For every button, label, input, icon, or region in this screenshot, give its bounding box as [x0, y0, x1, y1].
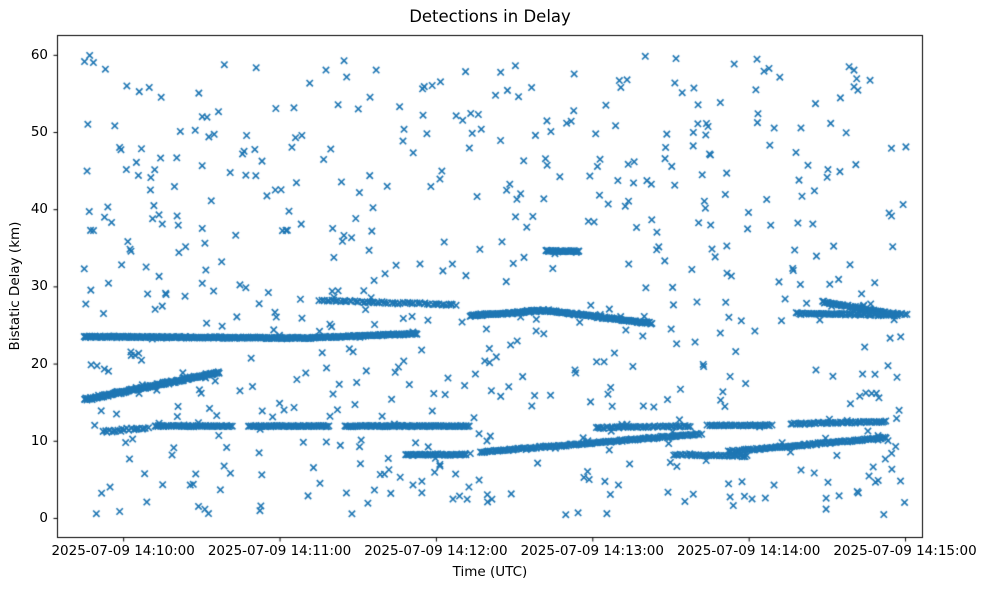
x-tick-label: 2025-07-09 14:10:00 — [51, 543, 195, 559]
x-axis-label: Time (UTC) — [452, 564, 528, 580]
y-tick-label: 30 — [30, 278, 48, 295]
x-tick-label: 2025-07-09 14:14:00 — [676, 543, 821, 559]
x-tick-label: 2025-07-09 14:11:00 — [207, 543, 352, 559]
y-tick-label: 0 — [39, 509, 48, 526]
y-tick-label: 40 — [30, 201, 48, 218]
y-tick-label: 10 — [30, 432, 48, 449]
y-tick-label: 50 — [30, 124, 48, 141]
x-tick-label: 2025-07-09 14:12:00 — [364, 543, 508, 559]
y-tick-label: 60 — [30, 46, 48, 63]
y-tick-label: 20 — [30, 355, 48, 372]
x-tick-label: 2025-07-09 14:15:00 — [833, 543, 977, 559]
x-tick-label: 2025-07-09 14:13:00 — [520, 543, 664, 559]
chart-title: Detections in Delay — [409, 7, 571, 26]
